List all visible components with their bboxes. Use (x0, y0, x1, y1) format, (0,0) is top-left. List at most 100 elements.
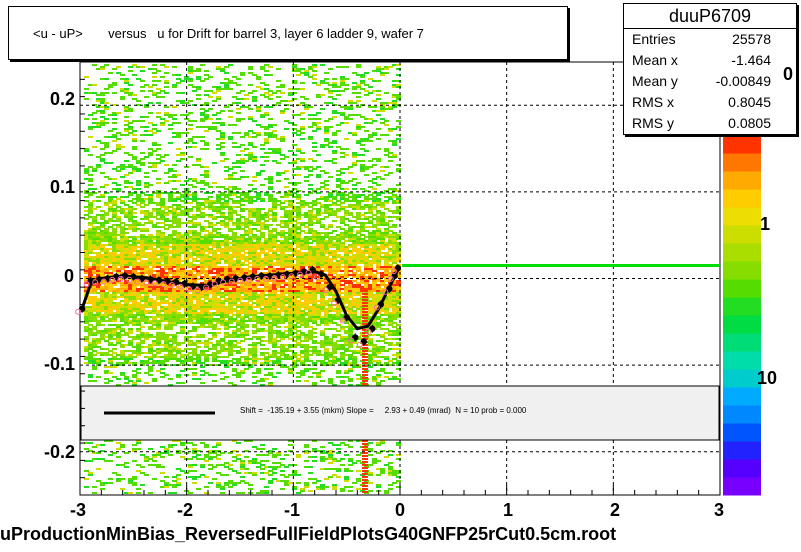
histogram-cell (236, 270, 241, 272)
histogram-cell (192, 318, 197, 320)
histogram-cell (288, 338, 293, 340)
histogram-cell (124, 290, 129, 292)
histogram-cell (152, 144, 157, 146)
histogram-cell (188, 124, 193, 126)
histogram-cell (172, 218, 177, 220)
histogram-cell (220, 132, 225, 134)
histogram-cell (128, 482, 133, 484)
histogram-cell (296, 216, 301, 218)
histogram-cell (232, 192, 237, 194)
histogram-cell (104, 282, 109, 284)
histogram-cell (232, 314, 237, 316)
histogram-cell (276, 358, 281, 360)
histogram-cell (292, 242, 297, 244)
histogram-cell (276, 232, 281, 234)
histogram-cell (84, 272, 89, 274)
histogram-cell (128, 94, 133, 96)
histogram-cell (232, 260, 237, 262)
histogram-cell (188, 246, 193, 248)
histogram-cell (260, 198, 265, 200)
histogram-cell (112, 128, 117, 130)
histogram-cell (212, 326, 217, 328)
histogram-cell (236, 296, 241, 298)
histogram-cell (300, 284, 305, 286)
histogram-cell (272, 324, 277, 326)
histogram-cell (292, 264, 297, 266)
histogram-cell (124, 356, 129, 358)
histogram-cell (108, 324, 113, 326)
histogram-cell (120, 236, 125, 238)
histogram-cell (216, 306, 221, 308)
histogram-cell (116, 132, 121, 134)
histogram-cell (100, 260, 105, 262)
histogram-cell (116, 270, 121, 272)
histogram-cell (104, 176, 109, 178)
histogram-cell (296, 236, 301, 238)
histogram-cell (288, 232, 293, 234)
histogram-cell (260, 448, 265, 450)
histogram-cell (132, 94, 137, 96)
histogram-cell (172, 262, 177, 264)
histogram-cell (84, 240, 89, 242)
histogram-cell (92, 262, 97, 264)
histogram-cell (108, 162, 113, 164)
histogram-cell (284, 232, 289, 234)
histogram-cell (292, 336, 297, 338)
histogram-cell (248, 142, 253, 144)
color-scale-cell (723, 135, 761, 154)
histogram-cell (296, 336, 301, 338)
histogram-cell (156, 96, 161, 98)
histogram-cell (156, 322, 161, 324)
histogram-cell (248, 198, 253, 200)
histogram-cell (88, 202, 93, 204)
histogram-cell (296, 380, 301, 382)
histogram-cell (108, 200, 113, 202)
histogram-cell (264, 356, 269, 358)
histogram-cell (112, 328, 117, 330)
histogram-cell (192, 230, 197, 232)
histogram-cell (240, 370, 245, 372)
histogram-cell (264, 284, 269, 286)
histogram-cell (100, 262, 105, 264)
histogram-cell (88, 258, 93, 260)
histogram-cell (196, 234, 201, 236)
histogram-cell (96, 94, 101, 96)
histogram-cell (252, 176, 257, 178)
histogram-cell (236, 346, 241, 348)
histogram-cell (176, 484, 181, 486)
histogram-cell (144, 244, 149, 246)
histogram-cell (188, 222, 193, 224)
histogram-cell (212, 354, 217, 356)
histogram-cell (268, 318, 273, 320)
histogram-cell (192, 214, 197, 216)
histogram-cell (152, 164, 157, 166)
histogram-cell (116, 442, 121, 444)
histogram-cell (108, 130, 113, 132)
histogram-cell (276, 254, 281, 256)
histogram-cell (104, 204, 109, 206)
histogram-cell (212, 302, 217, 304)
histogram-cell (164, 250, 169, 252)
histogram-cell (288, 250, 293, 252)
histogram-cell (156, 328, 161, 330)
histogram-cell (124, 134, 129, 136)
histogram-cell (84, 336, 89, 338)
histogram-cell (140, 240, 145, 242)
histogram-cell (168, 236, 173, 238)
histogram-cell (268, 336, 273, 338)
histogram-cell (100, 256, 105, 258)
histogram-cell (100, 154, 105, 156)
histogram-cell (204, 200, 209, 202)
histogram-cell (132, 170, 137, 172)
histogram-cell (192, 374, 197, 376)
histogram-cell (108, 258, 113, 260)
histogram-cell (108, 272, 113, 274)
histogram-cell (272, 478, 277, 480)
histogram-cell (252, 262, 257, 264)
histogram-cell (236, 286, 241, 288)
histogram-cell (300, 214, 305, 216)
histogram-cell (268, 178, 273, 180)
histogram-cell (208, 374, 213, 376)
histogram-cell (164, 106, 169, 108)
histogram-cell (160, 480, 165, 482)
